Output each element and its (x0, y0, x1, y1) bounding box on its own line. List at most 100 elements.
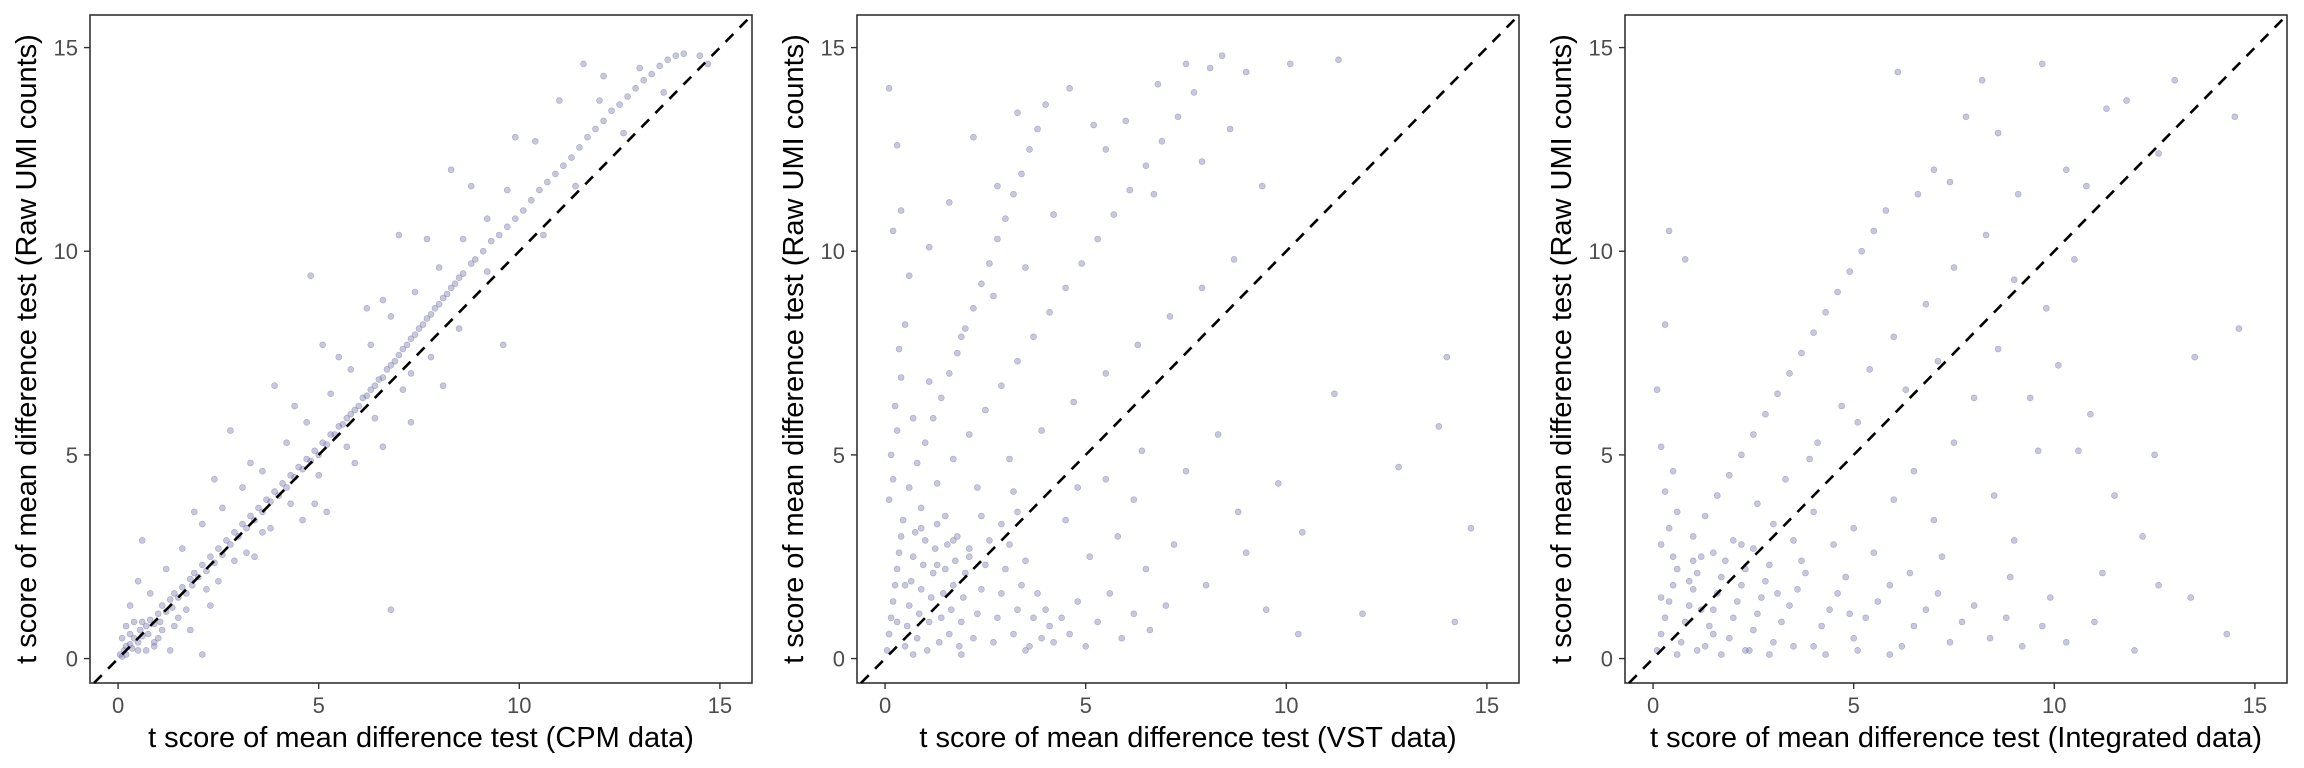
panel-integrated-point (2010, 537, 2018, 544)
panel-vst-point (1074, 484, 1081, 491)
panel-vst-point (885, 630, 893, 638)
panel-vst-point (998, 382, 1005, 390)
panel-integrated-point (2047, 594, 2054, 601)
panel-vst-point (1062, 284, 1069, 292)
panel-integrated-identity-line (1628, 14, 2288, 684)
panel-vst-point (891, 581, 899, 589)
panel-integrated-point (1770, 520, 1777, 528)
panel-vst-point (903, 622, 911, 630)
panel-cpm-point (483, 215, 491, 222)
panel-vst-identity-line (860, 14, 1520, 684)
panel-integrated-point (1810, 508, 1817, 516)
panel-integrated-point (1794, 585, 1801, 593)
panel-vst-point (1002, 215, 1009, 222)
panel-cpm-point (319, 341, 327, 349)
panel-cpm-point (138, 537, 146, 544)
panel-cpm-point (379, 443, 387, 451)
panel-cpm-point (467, 260, 475, 267)
panel-vst-point (1110, 211, 1118, 218)
panel-vst-point (921, 439, 929, 447)
panel-vst-point (1022, 647, 1029, 654)
panel-vst-point (949, 537, 957, 544)
panel-vst-x-tick-label: 10 (1274, 693, 1298, 718)
panel-vst-point (1170, 541, 1178, 548)
panel-cpm-point (600, 117, 607, 125)
panel-integrated-point (1701, 642, 1709, 650)
panel-cpm-point (395, 351, 403, 359)
panel-integrated-point (1890, 333, 1898, 341)
panel-integrated-point (1970, 394, 1978, 402)
panel-vst-point (909, 414, 917, 422)
panel-vst-point (1006, 541, 1013, 548)
panel-vst-point (1022, 264, 1029, 271)
panel-integrated-point (1750, 626, 1757, 634)
panel-vst-point (994, 235, 1001, 243)
panel-integrated-point (1894, 68, 1902, 76)
panel-vst-point (965, 553, 973, 561)
panel-vst-point (921, 537, 929, 544)
panel-vst-point (1090, 121, 1097, 129)
panel-cpm: 0 5 10 15 0 5 10 15 t score of mean difference … (11, 14, 753, 754)
panel-cpm-point (215, 577, 222, 585)
panel-vst-point (1122, 117, 1130, 125)
panel-cpm-point (351, 459, 359, 467)
panel-integrated-point (2099, 569, 2106, 577)
panel-vst-y-tick-label: 5 (833, 443, 845, 468)
panel-integrated-point (2071, 256, 2078, 263)
panel-integrated-point (1697, 553, 1705, 561)
panel-cpm-point (187, 626, 194, 634)
panel-integrated-point (1946, 638, 1954, 646)
panel-vst-point (1190, 89, 1198, 96)
panel-cpm-point (150, 642, 158, 650)
panel-cpm-x-tick-label: 5 (313, 693, 325, 718)
panel-vst-point (887, 451, 895, 459)
panel-cpm-point (154, 610, 162, 618)
panel-integrated-point (1922, 606, 1930, 614)
panel-cpm-point (576, 144, 583, 151)
panel-integrated-point (2235, 325, 2243, 332)
panel-cpm-point (154, 634, 162, 642)
panel-vst-point (1242, 549, 1250, 557)
panel-integrated-point (1846, 268, 1853, 275)
panel-cpm-point (556, 97, 563, 104)
panel-vst-point (1102, 370, 1110, 377)
panel-vst-point (889, 475, 897, 483)
panel-integrated-point (1958, 618, 1966, 626)
panel-vst-point (1010, 190, 1017, 198)
panel-vst-point (915, 610, 923, 618)
panel-vst-point (1034, 590, 1041, 597)
panel-vst-point (913, 634, 921, 642)
panel-cpm-point (319, 439, 327, 447)
panel-integrated-point (1681, 256, 1689, 263)
panel-cpm-point (128, 645, 136, 652)
panel-integrated-point (1750, 431, 1757, 438)
panel-vst-point (1042, 101, 1049, 108)
panel-cpm-point (267, 498, 274, 506)
panel-cpm-point (636, 64, 644, 72)
panel-vst-point (978, 512, 985, 520)
panel-cpm-point (375, 376, 383, 383)
panel-integrated-point (1665, 227, 1673, 235)
panel-vst-point (970, 634, 977, 642)
panel-integrated-point (1669, 467, 1677, 475)
panel-vst-point (1026, 642, 1033, 650)
panel-vst-point (1018, 170, 1025, 178)
panel-vst-point (893, 565, 901, 573)
panel-cpm-point (536, 186, 543, 194)
panel-vst-point (1359, 610, 1366, 618)
panel-cpm-point (126, 630, 134, 638)
panel-vst-point (1158, 138, 1166, 145)
panel-integrated-point (1726, 634, 1733, 642)
panel-integrated-point (1834, 590, 1841, 597)
panel-integrated-point (1782, 475, 1789, 483)
panel-vst-x-tick-label: 5 (1080, 693, 1092, 718)
panel-cpm-y-tick-label: 15 (54, 36, 78, 61)
panel-integrated-point (1750, 545, 1757, 552)
panel-cpm-point (251, 553, 258, 561)
panel-integrated-point (2155, 581, 2162, 589)
panel-integrated-point (1986, 634, 1994, 642)
panel-integrated-point (2091, 618, 2098, 626)
panel-vst-y-axis-title: t score of mean difference test (Raw UMI… (778, 34, 810, 664)
panel-cpm-y-axis-title: t score of mean difference test (Raw UMI… (11, 34, 43, 664)
panel-vst-point (901, 321, 909, 328)
